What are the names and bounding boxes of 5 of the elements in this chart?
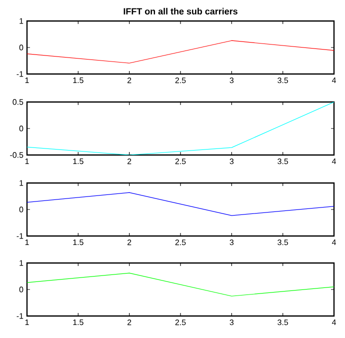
line-series bbox=[27, 272, 334, 296]
line-series bbox=[27, 192, 334, 216]
line-series bbox=[27, 102, 334, 155]
chart-title: IFFT on all the sub carriers bbox=[124, 8, 238, 14]
line-series bbox=[27, 40, 334, 64]
